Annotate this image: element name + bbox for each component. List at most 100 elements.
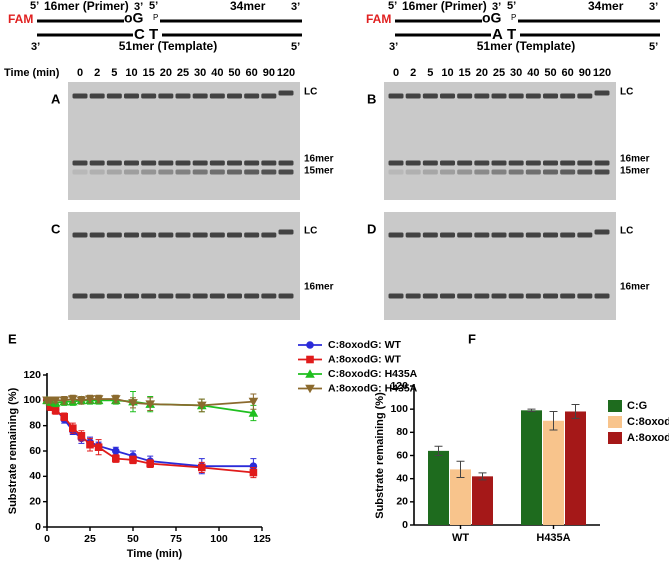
gel-band xyxy=(106,293,122,299)
legend-marker xyxy=(306,355,314,364)
x-tick-label: 50 xyxy=(127,533,139,545)
gel-band xyxy=(192,293,208,299)
opposite-base: A xyxy=(492,26,503,43)
downstream-label: 34mer xyxy=(588,0,624,13)
gel-band xyxy=(457,93,473,99)
gel-band xyxy=(405,293,421,299)
band-label: LC xyxy=(304,87,317,98)
legend-marker xyxy=(306,341,314,349)
gel-band xyxy=(227,93,242,99)
band-label: LC xyxy=(620,226,633,237)
error-bar xyxy=(478,472,487,481)
gel-band xyxy=(227,169,242,175)
gel-band xyxy=(106,232,122,238)
data-point xyxy=(146,459,154,468)
gel-band xyxy=(474,160,490,166)
time-tick-label: 0 xyxy=(77,67,83,79)
gel-band xyxy=(158,232,174,238)
gel-band xyxy=(491,293,507,299)
gel-band xyxy=(209,160,225,166)
gel-band xyxy=(124,93,139,99)
gel-band xyxy=(278,160,294,166)
data-point xyxy=(94,443,103,451)
gel-band xyxy=(560,169,576,175)
gel-band xyxy=(158,160,174,166)
gel-band xyxy=(457,160,473,166)
gel-band xyxy=(158,293,174,299)
gel-band xyxy=(141,160,157,166)
gel-image xyxy=(68,82,300,200)
gel-band xyxy=(594,293,610,299)
gel-band xyxy=(457,232,473,238)
gel-band xyxy=(594,90,610,96)
gel-band xyxy=(440,169,455,175)
time-tick-label: 40 xyxy=(211,67,223,79)
gel-band xyxy=(192,232,208,238)
x-tick-label: 75 xyxy=(170,533,182,545)
band-label: 16mer xyxy=(620,154,650,165)
gel-image xyxy=(68,212,300,320)
gel-band xyxy=(388,293,404,299)
data-point xyxy=(145,400,155,409)
y-tick-label: 40 xyxy=(29,470,41,482)
data-point xyxy=(249,468,258,477)
gel-band xyxy=(388,160,404,166)
downstream-label: 34mer xyxy=(230,0,266,13)
next-base: T xyxy=(149,26,158,43)
data-point xyxy=(60,413,68,421)
gel-band xyxy=(209,93,225,99)
gel-band xyxy=(175,293,191,299)
end-label: 3’ xyxy=(649,1,658,13)
time-tick-label: 90 xyxy=(579,67,591,79)
gel-band xyxy=(244,232,260,238)
gel-band xyxy=(244,169,260,175)
time-tick-label: 120 xyxy=(277,67,295,79)
gel-band xyxy=(594,169,610,175)
gel-band xyxy=(543,293,558,299)
data-point xyxy=(129,456,137,464)
gel-band xyxy=(405,232,421,238)
gel-band xyxy=(175,93,191,99)
gel-band xyxy=(89,232,105,238)
lesion-label: oG xyxy=(482,10,502,26)
data-point xyxy=(46,402,55,411)
data-point xyxy=(50,396,61,406)
y-tick-label: 40 xyxy=(396,472,408,484)
end-label: 3’ xyxy=(134,1,143,13)
primer-label: 16mer (Primer) xyxy=(402,0,487,13)
y-tick-label: 60 xyxy=(29,445,41,457)
legend-swatch xyxy=(608,416,622,428)
gel-band xyxy=(525,169,541,175)
time-tick-label: 30 xyxy=(510,67,522,79)
gel-band xyxy=(227,160,242,166)
next-base: T xyxy=(507,26,516,43)
y-tick-label: 0 xyxy=(402,519,408,531)
gel-band xyxy=(261,293,277,299)
gel-band xyxy=(124,169,139,175)
data-point xyxy=(86,440,94,449)
error-bar xyxy=(456,460,465,479)
gel-band xyxy=(261,160,277,166)
data-point xyxy=(249,462,258,471)
error-bar xyxy=(549,410,558,431)
end-label: 3’ xyxy=(31,41,40,53)
gel-band xyxy=(405,93,421,99)
time-tick-label: 20 xyxy=(160,67,172,79)
y-tick-label: 100 xyxy=(390,403,408,415)
gel-band xyxy=(72,169,88,175)
data-point xyxy=(198,463,206,472)
gel-band xyxy=(72,232,88,238)
time-tick-label: 25 xyxy=(493,67,505,79)
band-label: LC xyxy=(620,87,633,98)
gel-band xyxy=(175,169,191,175)
data-point xyxy=(51,406,60,415)
gel-band xyxy=(106,169,122,175)
gel-band xyxy=(192,169,208,175)
x-tick-label: 25 xyxy=(84,533,96,545)
gel-band xyxy=(422,93,438,99)
gel-band xyxy=(175,160,191,166)
legend-label: A:8oxodG xyxy=(627,432,669,444)
gel-band xyxy=(278,229,294,235)
gel-band xyxy=(543,160,558,166)
